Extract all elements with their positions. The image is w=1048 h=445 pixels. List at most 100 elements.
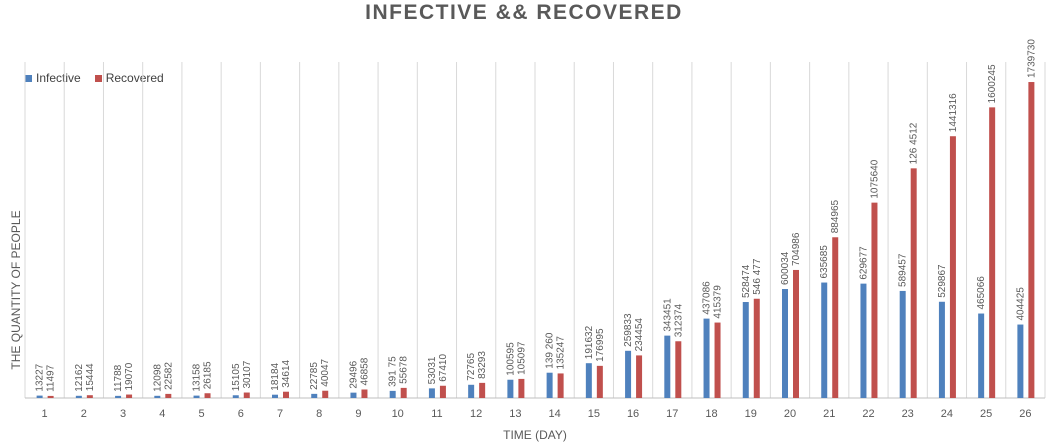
- data-label-infective-day-14: 139 260: [545, 332, 556, 369]
- x-tick-label: 19: [745, 408, 757, 420]
- bar-infective-day-1: [36, 395, 43, 398]
- data-label-infective-day-18: 437086: [702, 281, 713, 315]
- x-tick-label: 18: [705, 408, 717, 420]
- data-label-recovered-day-14: 135247: [556, 336, 567, 370]
- bar-infective-day-23: [899, 290, 906, 398]
- data-label-recovered-day-15: 176995: [595, 328, 606, 362]
- data-label-infective-day-16: 259833: [623, 313, 634, 347]
- bar-recovered-day-1: [47, 395, 54, 398]
- bar-recovered-day-3: [126, 394, 133, 398]
- data-label-recovered-day-21: 884965: [830, 199, 841, 233]
- chart-legend: Infective Recovered: [25, 71, 178, 85]
- data-label-recovered-day-4: 22582: [163, 362, 174, 390]
- x-tick-label: 4: [159, 408, 165, 420]
- data-label-infective-day-25: 465066: [976, 276, 987, 310]
- data-label-infective-day-5: 13158: [192, 363, 203, 391]
- bar-infective-day-26: [1017, 324, 1024, 398]
- chart-title: INFECTIVE && RECOVERED: [365, 1, 683, 24]
- bar-recovered-day-8: [322, 390, 329, 398]
- data-label-infective-day-9: 29496: [348, 360, 359, 388]
- data-label-recovered-day-11: 67410: [438, 354, 449, 382]
- legend-item-recovered: Recovered: [94, 71, 164, 85]
- data-label-infective-day-13: 100595: [505, 342, 516, 376]
- bar-infective-day-2: [75, 395, 82, 398]
- legend-label-infective: Infective: [36, 71, 81, 85]
- bar-infective-day-13: [507, 379, 514, 398]
- bar-recovered-day-6: [243, 392, 250, 398]
- bar-recovered-day-23: [910, 168, 917, 398]
- data-label-recovered-day-9: 46858: [359, 357, 370, 385]
- bar-recovered-day-13: [518, 378, 525, 398]
- legend-item-infective: Infective: [25, 71, 81, 85]
- x-tick-label: 26: [1019, 408, 1031, 420]
- bar-recovered-day-16: [636, 355, 643, 398]
- x-tick-label: 11: [431, 408, 442, 420]
- bar-recovered-day-19: [753, 298, 760, 398]
- x-tick-label: 22: [862, 408, 874, 420]
- bar-recovered-day-7: [283, 391, 289, 398]
- bar-recovered-day-15: [596, 365, 603, 398]
- bar-recovered-day-12: [479, 382, 486, 398]
- data-label-recovered-day-2: 15444: [85, 363, 96, 391]
- bar-infective-day-22: [860, 283, 867, 398]
- data-label-recovered-day-23: 126 4512: [909, 122, 920, 164]
- data-label-infective-day-24: 529867: [937, 264, 948, 298]
- x-tick-label: 7: [277, 408, 283, 420]
- data-label-recovered-day-6: 30107: [242, 360, 253, 388]
- data-label-infective-day-3: 11788: [113, 364, 124, 392]
- data-label-infective-day-17: 343451: [662, 298, 673, 332]
- data-label-infective-day-22: 629677: [858, 246, 869, 280]
- bar-infective-day-20: [782, 289, 788, 398]
- bar-recovered-day-17: [675, 341, 682, 398]
- bar-infective-day-6: [232, 395, 239, 398]
- data-label-recovered-day-20: 704986: [791, 232, 802, 266]
- bar-infective-day-14: [546, 372, 553, 398]
- x-tick-label: 10: [392, 408, 404, 420]
- data-label-recovered-day-10: 55678: [399, 356, 410, 384]
- x-tick-label: 14: [548, 408, 560, 420]
- bar-infective-day-3: [115, 395, 122, 398]
- bar-infective-day-17: [664, 335, 671, 398]
- bar-recovered-day-5: [204, 393, 211, 398]
- data-label-recovered-day-19: 546 477: [752, 258, 763, 295]
- legend-swatch-infective: [25, 74, 32, 82]
- data-label-infective-day-23: 589457: [898, 253, 909, 287]
- data-label-infective-day-8: 22785: [309, 362, 320, 390]
- data-label-infective-day-7: 18184: [270, 362, 281, 390]
- data-label-recovered-day-16: 234454: [634, 318, 645, 352]
- x-tick-label: 6: [238, 408, 244, 420]
- bar-recovered-day-10: [400, 387, 407, 398]
- data-label-recovered-day-8: 40047: [320, 358, 331, 386]
- bar-infective-day-10: [389, 390, 396, 398]
- data-label-infective-day-20: 600034: [780, 251, 791, 285]
- data-label-infective-day-4: 12098: [152, 364, 163, 392]
- x-tick-label: 12: [470, 408, 482, 420]
- bar-recovered-day-14: [557, 373, 564, 398]
- y-axis-title: THE QUANTITY OF PEOPLE: [9, 210, 23, 369]
- data-label-infective-day-21: 635685: [819, 245, 830, 279]
- bar-infective-day-9: [350, 392, 357, 398]
- data-label-infective-day-26: 404425: [1015, 287, 1026, 321]
- data-label-recovered-day-25: 1600245: [987, 64, 998, 103]
- data-label-recovered-day-12: 83293: [477, 351, 488, 379]
- data-label-recovered-day-1: 11497: [46, 364, 57, 392]
- bar-infective-day-24: [938, 301, 945, 398]
- bar-recovered-day-2: [86, 395, 93, 398]
- x-tick-label: 9: [355, 408, 361, 420]
- legend-swatch-recovered: [94, 74, 102, 82]
- x-tick-label: 25: [980, 408, 992, 420]
- data-label-infective-day-1: 13227: [35, 363, 46, 391]
- data-label-recovered-day-24: 1441316: [948, 93, 959, 132]
- bar-recovered-day-11: [439, 385, 446, 398]
- data-label-recovered-day-17: 312374: [673, 303, 684, 337]
- data-label-recovered-day-7: 34614: [281, 359, 292, 387]
- bar-infective-day-12: [468, 384, 475, 398]
- bar-infective-day-7: [272, 394, 278, 398]
- x-tick-label: 5: [198, 408, 204, 420]
- data-label-recovered-day-26: 1739730: [1026, 39, 1037, 78]
- x-axis-title: TIME (DAY): [503, 428, 567, 442]
- bar-infective-day-8: [311, 393, 318, 398]
- data-label-infective-day-15: 191632: [584, 325, 595, 359]
- bar-recovered-day-24: [949, 136, 956, 399]
